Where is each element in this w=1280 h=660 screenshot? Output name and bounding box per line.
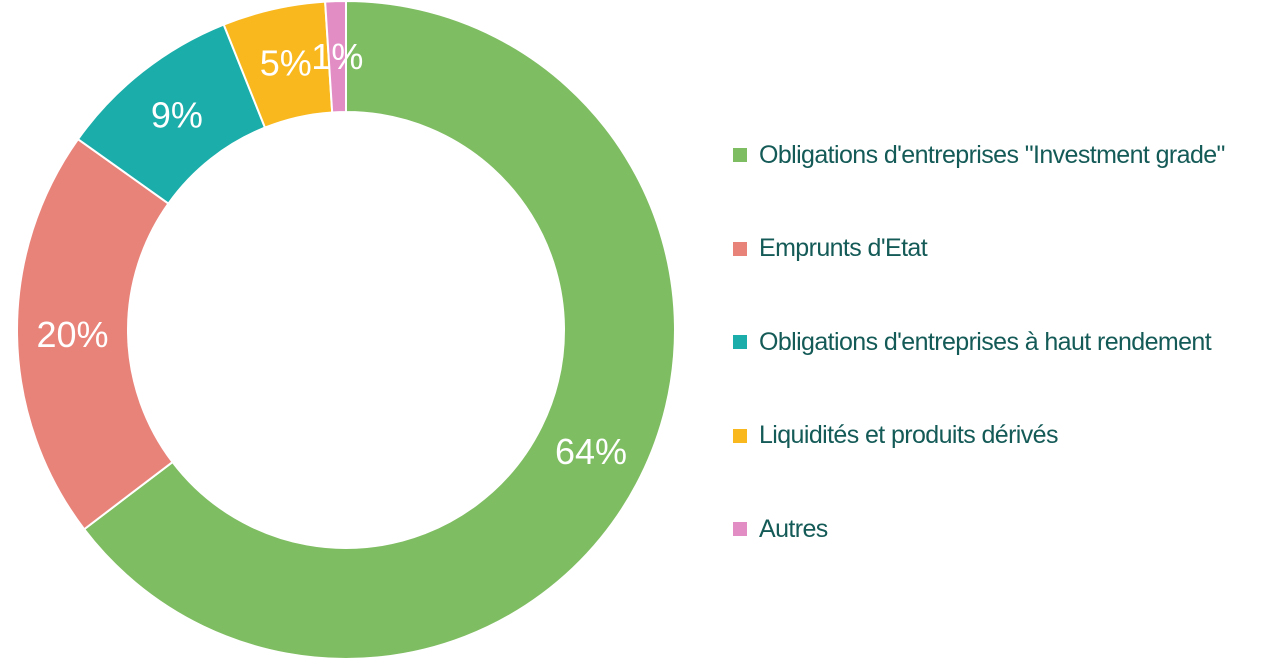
slice-emprunts-etat: [16, 137, 174, 531]
legend-label-liquidites: Liquidités et produits dérivés: [759, 421, 1058, 449]
legend-item-haut-rendement: Obligations d'entreprises à haut rendeme…: [733, 319, 1273, 365]
slice-label-emprunts-etat: 20%: [37, 314, 109, 355]
legend-item-liquidites: Liquidités et produits dérivés: [733, 413, 1273, 459]
legend-swatch-emprunts-etat: [733, 241, 747, 256]
slice-label-investment-grade: 64%: [555, 431, 627, 472]
slice-label-liquidites: 5%: [260, 43, 312, 84]
legend-item-autres: Autres: [733, 506, 1273, 552]
donut-chart: 64% 20% 9% 5% 1%: [16, 0, 676, 660]
legend-label-autres: Autres: [759, 514, 828, 543]
slice-label-autres: 1%: [311, 36, 363, 77]
legend-label-emprunts-etat: Emprunts d'Etat: [759, 234, 928, 262]
legend-swatch-haut-rendement: [733, 335, 747, 349]
legend-swatch-autres: [733, 522, 747, 536]
slice-autres: [324, 0, 347, 114]
slice-label-haut-rendement: 9%: [151, 95, 203, 136]
legend-item-emprunts-etat: Emprunts d'Etat: [733, 226, 1273, 272]
legend: Obligations d'entreprises "Investment gr…: [733, 132, 1273, 600]
legend-swatch-investment-grade: [733, 148, 747, 162]
legend-swatch-liquidites: [733, 428, 747, 443]
legend-label-investment-grade: Obligations d'entreprises "Investment gr…: [759, 140, 1225, 169]
legend-label-haut-rendement: Obligations d'entreprises à haut rendeme…: [759, 327, 1212, 356]
legend-item-investment-grade: Obligations d'entreprises "Investment gr…: [733, 132, 1273, 178]
slice-investment-grade: [82, 0, 676, 660]
